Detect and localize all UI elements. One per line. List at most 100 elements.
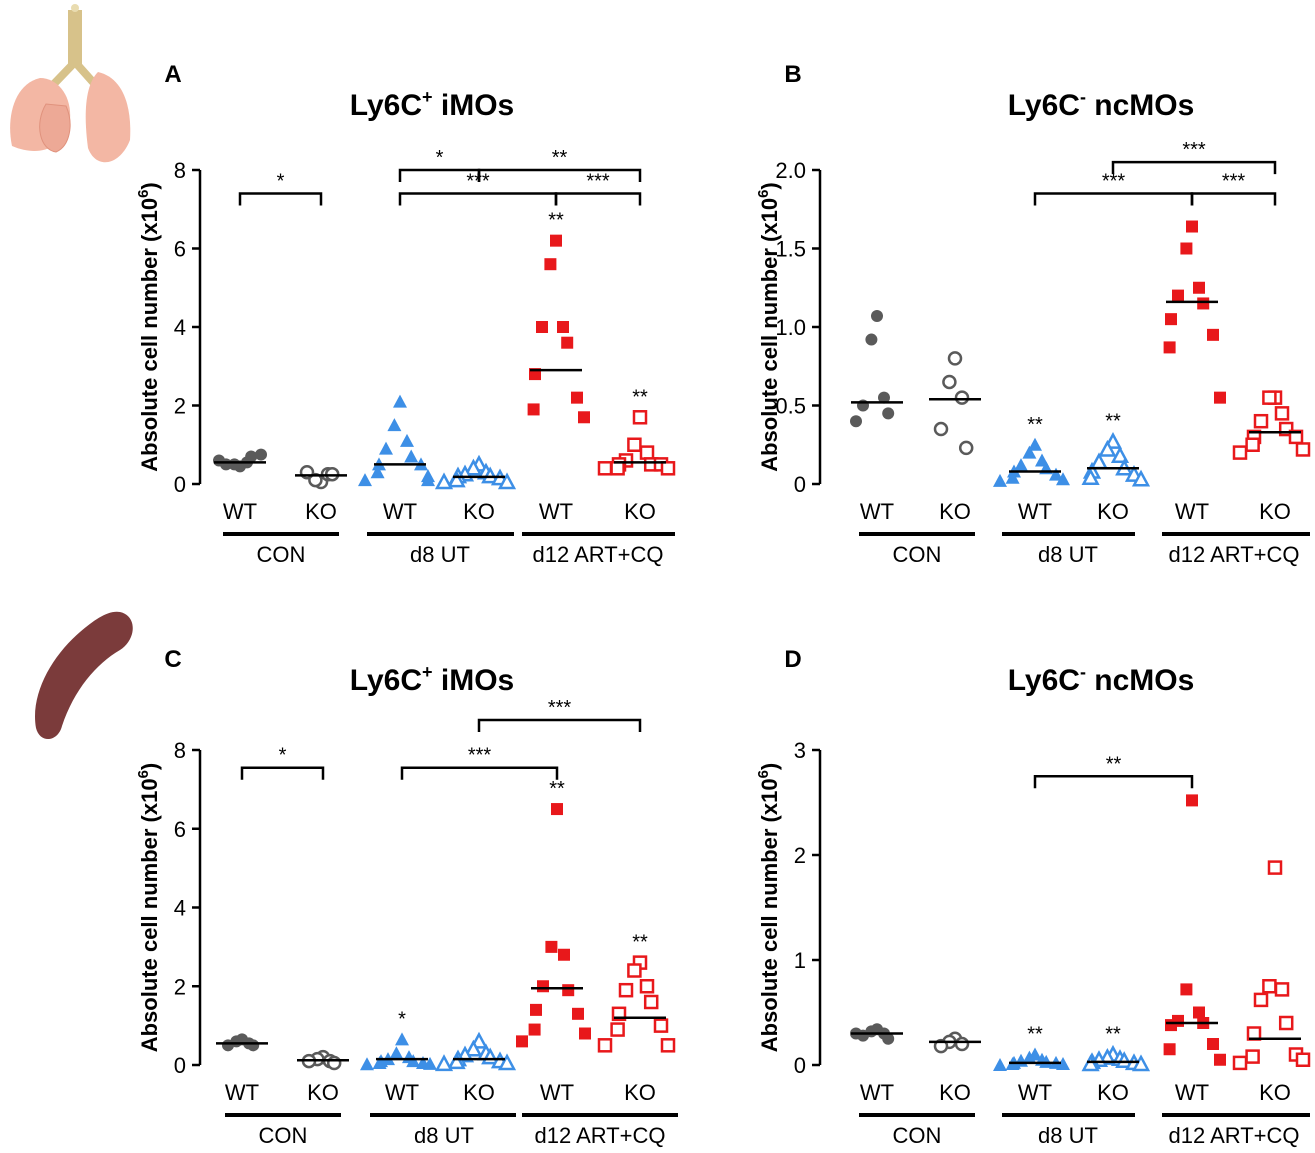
panel-letter: B (784, 61, 801, 88)
data-point (871, 310, 883, 323)
data-point (1232, 1055, 1248, 1071)
data-point (464, 1039, 483, 1057)
data-point (632, 410, 648, 425)
data-point (1193, 1006, 1205, 1019)
significance-star: ** (1105, 1024, 1121, 1046)
panel-letter: A (164, 61, 181, 88)
bracket-label: ** (1106, 753, 1122, 775)
data-point (358, 473, 372, 487)
comparison-bracket (477, 168, 642, 182)
significance-star: ** (1105, 411, 1121, 433)
comparison-bracket (1190, 192, 1277, 206)
y-tick-label: 6 (174, 237, 186, 262)
significance-star: ** (549, 778, 565, 800)
x-category-label: WT (860, 1080, 894, 1105)
data-point (1028, 437, 1042, 451)
group-label: d12 ART+CQ (1168, 1123, 1299, 1148)
data-point (597, 1038, 613, 1053)
spleen-icon (35, 611, 133, 740)
bracket-label: * (277, 171, 285, 193)
comparison-bracket (1033, 775, 1194, 789)
x-category-label: WT (540, 1080, 574, 1105)
comparison-bracket (477, 718, 642, 732)
data-point (878, 391, 890, 404)
data-point (1165, 1019, 1177, 1032)
data-point (597, 461, 613, 476)
data-point (639, 979, 655, 994)
data-point (222, 1039, 234, 1052)
data-point (1163, 1043, 1176, 1056)
data-point (882, 1032, 895, 1045)
data-point (1049, 467, 1063, 481)
data-point (530, 1003, 542, 1016)
data-point (528, 1023, 541, 1036)
data-point (421, 473, 435, 487)
data-point (942, 374, 957, 390)
data-point (653, 1018, 669, 1033)
data-point (954, 390, 970, 405)
y-tick-label: 4 (174, 315, 186, 340)
data-point (326, 1055, 342, 1071)
data-point (610, 1022, 625, 1037)
data-point (561, 336, 574, 349)
y-tick-label: 0 (174, 472, 186, 497)
data-point (545, 940, 558, 953)
data-point (497, 472, 517, 490)
data-point (1253, 413, 1269, 429)
data-point (395, 1032, 409, 1046)
data-point (1267, 860, 1283, 875)
data-point (551, 803, 563, 816)
data-point (400, 433, 414, 447)
x-category-label: WT (539, 499, 573, 524)
significance-star: ** (1027, 414, 1043, 436)
data-point (993, 1058, 1007, 1071)
comparison-bracket (238, 192, 323, 206)
x-category-label: WT (1018, 499, 1052, 524)
data-point (1056, 1056, 1070, 1070)
data-point (481, 466, 500, 484)
comparison-bracket (1033, 192, 1194, 206)
x-category-label: WT (383, 499, 417, 524)
y-axis-label: Absolute cell number (x106) (135, 182, 162, 472)
data-point (255, 448, 267, 461)
data-point (579, 1027, 591, 1040)
data-point (1115, 1051, 1134, 1069)
data-point (1186, 220, 1198, 233)
comparison-bracket (400, 766, 559, 780)
bracket-label: *** (466, 171, 490, 193)
y-tick-label: 6 (174, 817, 186, 842)
y-axis-label: Absolute cell number (x106) (135, 763, 162, 1053)
data-point (1278, 1015, 1294, 1031)
data-point (247, 1039, 260, 1052)
data-point (1165, 313, 1177, 326)
data-point (1274, 982, 1290, 997)
x-category-label: KO (1097, 499, 1129, 524)
x-category-label: KO (463, 1080, 495, 1105)
y-tick-label: 0 (794, 472, 806, 497)
chart-title: Ly6C+ iMOs (350, 662, 514, 697)
group-label: d12 ART+CQ (534, 1123, 665, 1148)
data-point (639, 445, 655, 460)
data-point (550, 234, 562, 247)
data-point (562, 984, 575, 997)
y-tick-label: 2 (174, 394, 186, 419)
data-point (527, 403, 540, 416)
x-category-label: KO (1097, 1080, 1129, 1105)
data-point (850, 415, 862, 428)
lung-icon (10, 4, 131, 163)
data-point (1232, 445, 1248, 460)
y-tick-label: 0.5 (775, 394, 806, 419)
chart-title: Ly6C- ncMOs (1008, 87, 1195, 122)
data-point (447, 470, 466, 488)
data-point (1056, 472, 1070, 486)
data-point (1081, 1054, 1100, 1072)
data-point (1193, 281, 1205, 294)
data-point (1005, 470, 1020, 484)
x-category-label: KO (624, 499, 656, 524)
data-point (423, 1056, 437, 1070)
x-category-label: KO (939, 499, 971, 524)
data-point (1131, 1054, 1151, 1072)
y-tick-label: 1 (794, 948, 806, 973)
group-label: CON (259, 1123, 308, 1148)
